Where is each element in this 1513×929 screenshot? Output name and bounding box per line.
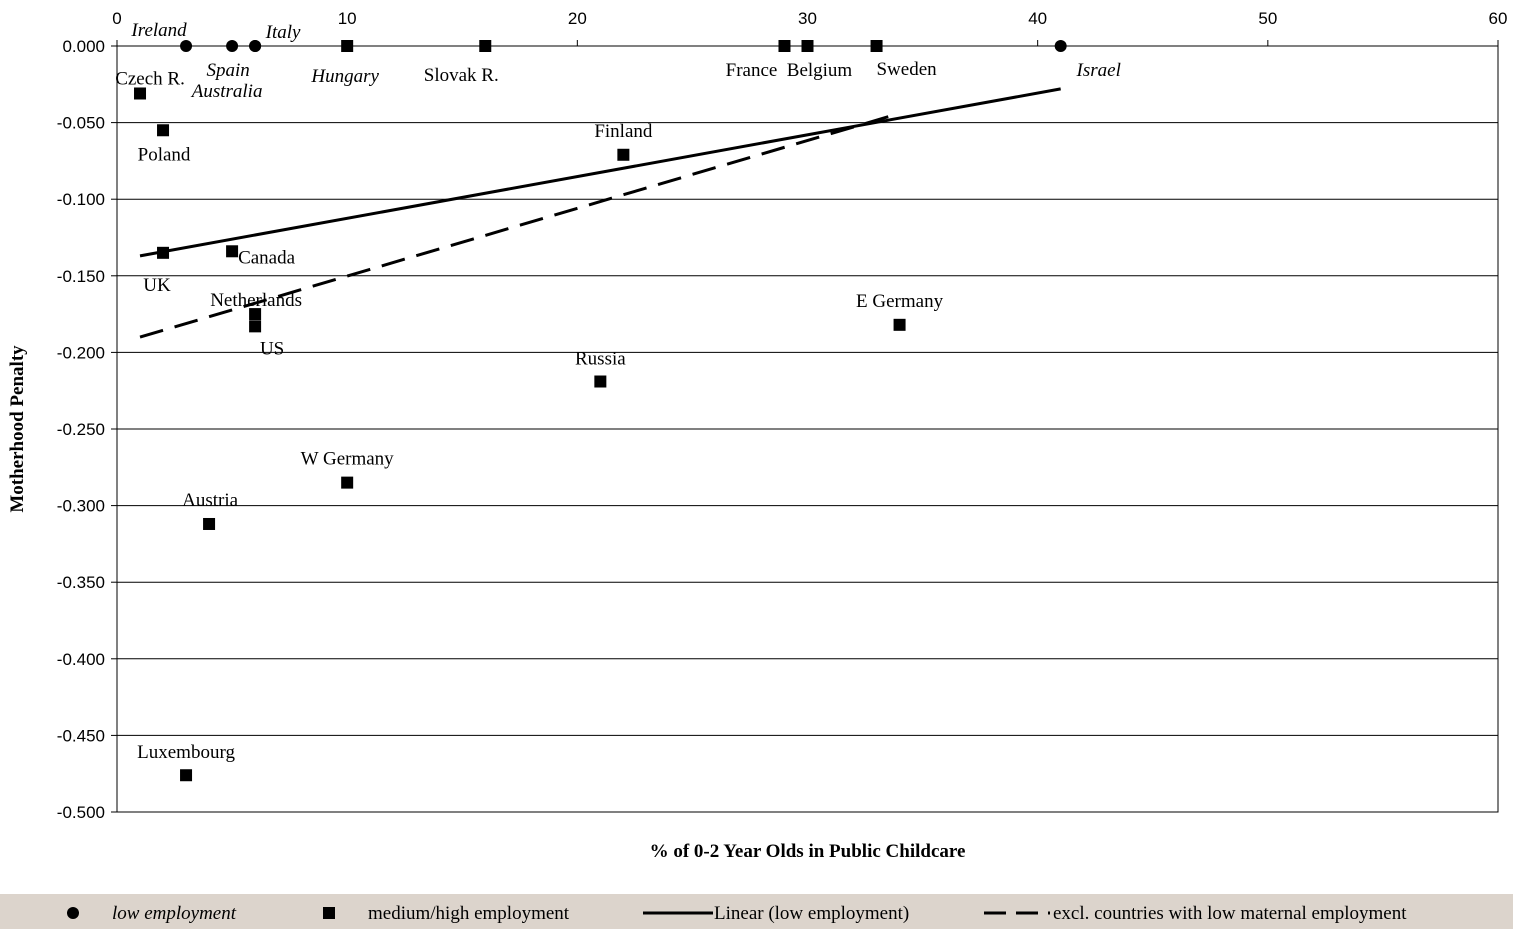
point-w-germany <box>341 476 354 489</box>
label-canada: Canada <box>238 247 296 268</box>
y-tick-label: -0.350 <box>57 573 105 592</box>
point-spain <box>226 40 239 52</box>
label-russia: Russia <box>575 349 626 370</box>
point-e-germany <box>893 318 906 331</box>
point-israel <box>1054 40 1067 52</box>
legend-background <box>0 894 1513 929</box>
point-canada <box>226 245 239 258</box>
y-tick-label: -0.050 <box>57 114 105 133</box>
label-uk: UK <box>143 275 171 296</box>
y-tick-label: -0.400 <box>57 650 105 669</box>
point-ireland <box>180 40 193 52</box>
y-tick-label: -0.450 <box>57 726 105 745</box>
label-poland: Poland <box>138 144 191 165</box>
point-belgium <box>801 40 814 52</box>
label-ireland: Ireland <box>130 20 187 41</box>
label-italy: Italy <box>265 22 301 43</box>
y-tick-label: -0.250 <box>57 420 105 439</box>
x-axis-title: % of 0-2 Year Olds in Public Childcare <box>650 841 966 862</box>
label-us: US <box>260 338 284 359</box>
x-tick-label: 40 <box>1028 9 1047 28</box>
point-us <box>249 320 262 333</box>
y-tick-label: -0.500 <box>57 803 105 822</box>
label-e-germany: E Germany <box>856 291 944 312</box>
x-tick-label: 0 <box>112 9 121 28</box>
label-israel: Israel <box>1076 60 1121 81</box>
y-tick-label: -0.200 <box>57 343 105 362</box>
label-sweden: Sweden <box>876 59 937 80</box>
point-slovak-r- <box>479 40 492 52</box>
x-tick-label: 10 <box>338 9 357 28</box>
label-finland: Finland <box>594 121 653 142</box>
label-austria: Austria <box>182 490 239 511</box>
point-sweden <box>870 40 883 52</box>
label-hungary: Hungary <box>310 66 379 87</box>
point-austria <box>203 517 216 530</box>
point-czech-r- <box>134 87 147 100</box>
point-france <box>778 40 791 52</box>
legend-low-employment: low employment <box>112 903 237 924</box>
x-tick-label: 30 <box>798 9 817 28</box>
y-tick-label: -0.300 <box>57 497 105 516</box>
y-tick-label: -0.100 <box>57 190 105 209</box>
label-australia: Australia <box>190 81 263 102</box>
x-tick-label: 60 <box>1489 9 1508 28</box>
data-points <box>134 40 1067 782</box>
label-france: France <box>726 60 778 81</box>
label-belgium: Belgium <box>787 60 853 81</box>
y-tick-label: -0.150 <box>57 267 105 286</box>
label-netherlands: Netherlands <box>210 290 302 311</box>
legend: low employment medium/high employment Li… <box>0 894 1513 929</box>
point-luxembourg <box>180 769 193 782</box>
legend-circle-marker <box>67 907 79 919</box>
point-netherlands <box>249 308 262 321</box>
label-luxembourg: Luxembourg <box>137 742 235 763</box>
legend-excl-low-maternal-employment: excl. countries with low maternal employ… <box>1053 903 1407 924</box>
trend-line-solid <box>139 87 1061 258</box>
label-czech-r-: Czech R. <box>115 68 185 89</box>
point-uk <box>157 246 170 259</box>
x-tick-label: 50 <box>1258 9 1277 28</box>
y-axis: 0.000 -0.050 -0.100 -0.150 -0.200 -0.250 -0.30… <box>57 37 117 822</box>
x-tick-label: 20 <box>568 9 587 28</box>
legend-linear-low-employment: Linear (low employment) <box>714 903 909 924</box>
point-hungary <box>341 40 354 52</box>
point-australia <box>249 40 262 52</box>
gridlines <box>117 45 1498 813</box>
y-axis-title: Motherhood Penalty <box>7 345 28 513</box>
y-tick-label: 0.000 <box>62 37 105 56</box>
trend-lines <box>139 87 1061 339</box>
label-w-germany: W Germany <box>301 449 395 470</box>
point-labels: Ireland Spain Italy Australia Israel Hungary S… <box>115 20 1121 763</box>
point-russia <box>594 375 607 388</box>
label-spain: Spain <box>206 60 249 81</box>
legend-square-marker <box>323 907 335 919</box>
trend-line-dashed <box>139 111 900 339</box>
legend-medium-high-employment: medium/high employment <box>368 903 570 924</box>
point-poland <box>157 124 170 137</box>
x-axis: 0 10 20 30 40 50 60 <box>112 9 1507 46</box>
label-slovak-r-: Slovak R. <box>424 65 499 86</box>
point-finland <box>617 148 630 161</box>
